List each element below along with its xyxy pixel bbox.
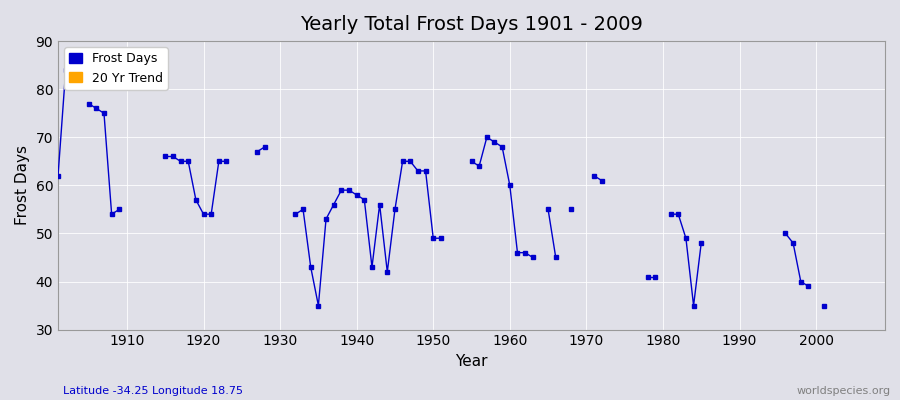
Legend: Frost Days, 20 Yr Trend: Frost Days, 20 Yr Trend — [64, 47, 167, 90]
Y-axis label: Frost Days: Frost Days — [15, 145, 30, 225]
Title: Yearly Total Frost Days 1901 - 2009: Yearly Total Frost Days 1901 - 2009 — [300, 15, 643, 34]
Text: Latitude -34.25 Longitude 18.75: Latitude -34.25 Longitude 18.75 — [63, 386, 243, 396]
Text: worldspecies.org: worldspecies.org — [796, 386, 891, 396]
X-axis label: Year: Year — [455, 354, 488, 369]
